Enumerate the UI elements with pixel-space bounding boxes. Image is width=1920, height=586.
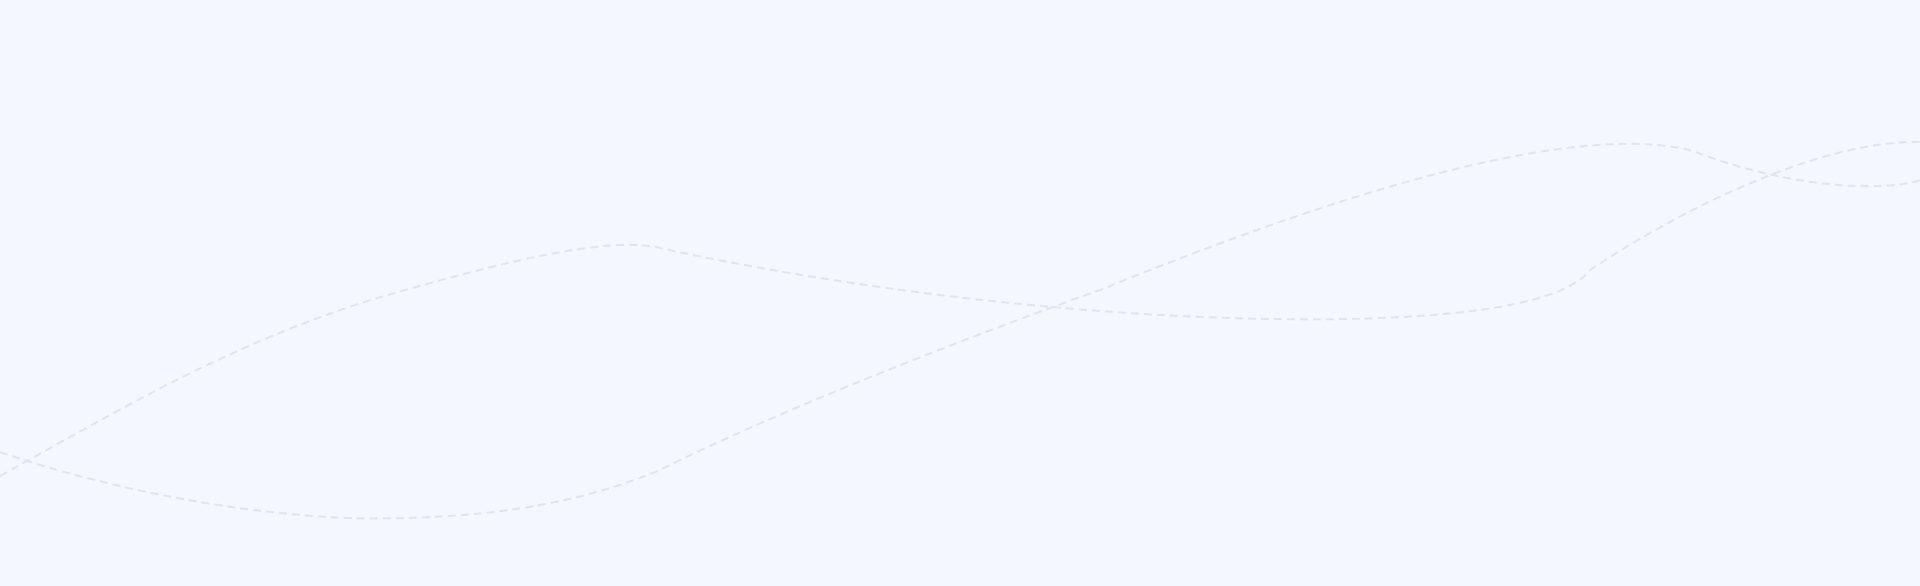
wave-line-1 (0, 140, 1920, 477)
wave-line-2 (0, 142, 1920, 520)
